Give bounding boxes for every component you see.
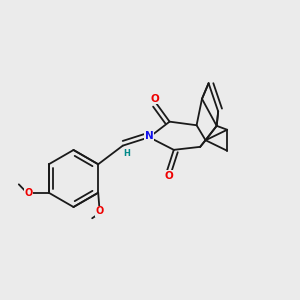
Text: N: N [145,131,154,141]
Text: H: H [123,148,130,158]
Text: O: O [96,206,104,216]
Text: O: O [25,188,33,198]
Text: O: O [150,94,159,103]
Text: O: O [164,171,173,181]
